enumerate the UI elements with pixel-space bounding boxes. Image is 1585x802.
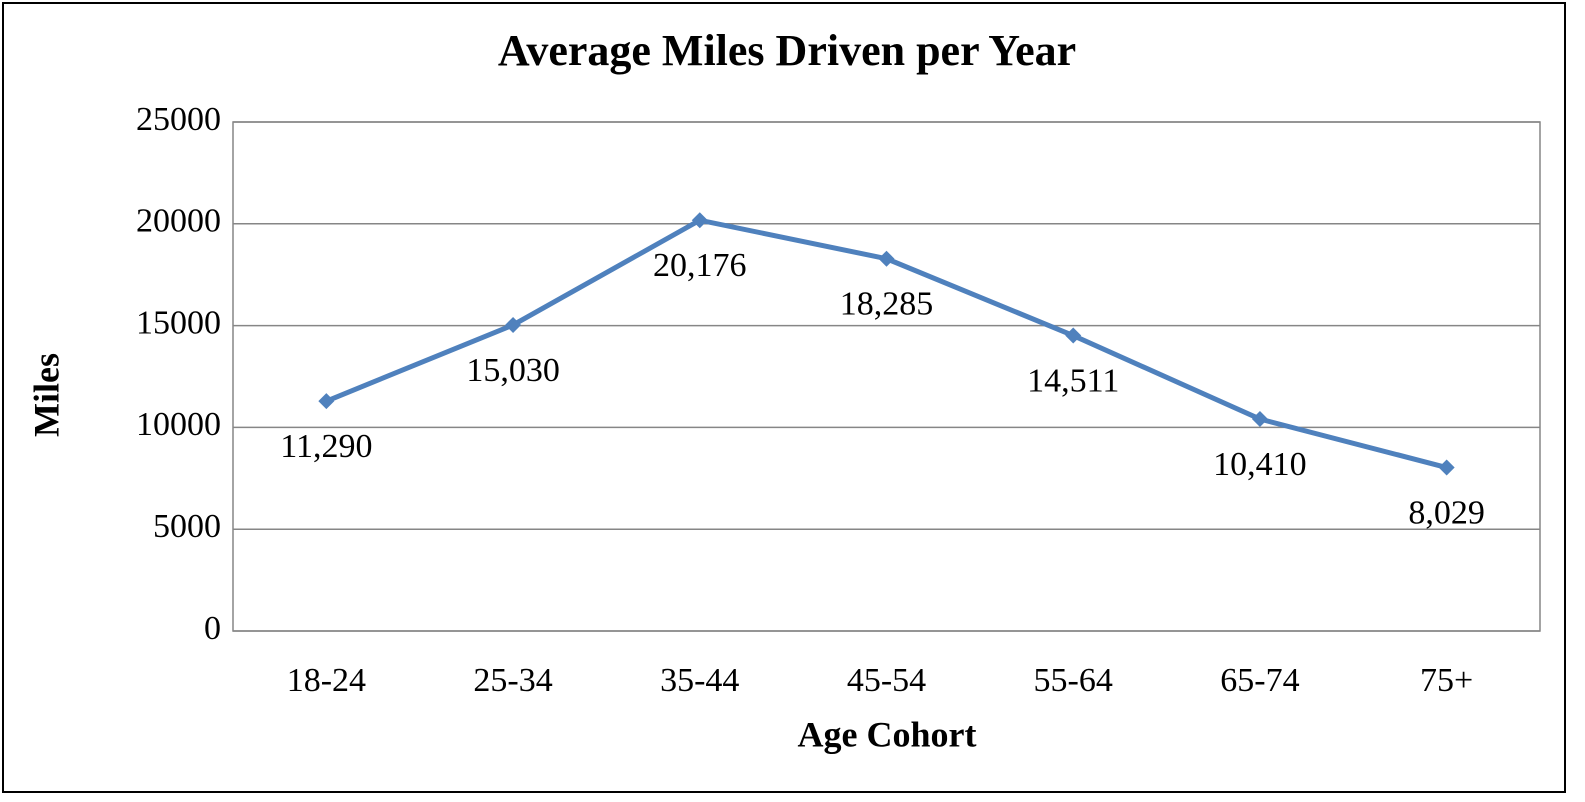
x-tick-label: 25-34 — [473, 662, 552, 699]
y-tick-label: 5000 — [153, 508, 221, 545]
y-axis-title: Miles — [26, 353, 66, 437]
point-marker — [1065, 327, 1082, 344]
point-marker — [1251, 411, 1268, 428]
x-tick-label: 75+ — [1420, 662, 1473, 699]
y-tick-label: 0 — [204, 610, 221, 647]
data-label: 14,511 — [1027, 362, 1119, 399]
chart-title: Average Miles Driven per Year — [498, 26, 1076, 75]
data-label: 18,285 — [840, 286, 934, 323]
y-tick-label: 15000 — [136, 304, 221, 341]
point-marker — [878, 250, 895, 267]
plot-border — [232, 121, 1541, 632]
x-tick-label: 65-74 — [1220, 662, 1299, 699]
x-tick-label: 18-24 — [287, 662, 366, 699]
data-label: 10,410 — [1213, 446, 1307, 483]
data-label: 11,290 — [280, 428, 372, 465]
y-tick-label: 25000 — [136, 101, 221, 138]
data-label: 15,030 — [466, 352, 560, 389]
data-label: 20,176 — [653, 247, 747, 284]
x-tick-label: 55-64 — [1034, 662, 1113, 699]
x-axis-title: Age Cohort — [798, 714, 977, 754]
x-tick-label: 45-54 — [847, 662, 926, 699]
y-tick-label: 10000 — [136, 406, 221, 443]
chart-border — [2, 2, 1566, 793]
point-marker — [1438, 459, 1455, 476]
point-marker — [505, 316, 522, 333]
y-tick-label: 20000 — [136, 203, 221, 240]
x-tick-label: 35-44 — [660, 662, 739, 699]
point-marker — [691, 212, 708, 229]
point-marker — [318, 393, 335, 410]
data-label: 8,029 — [1408, 494, 1485, 531]
